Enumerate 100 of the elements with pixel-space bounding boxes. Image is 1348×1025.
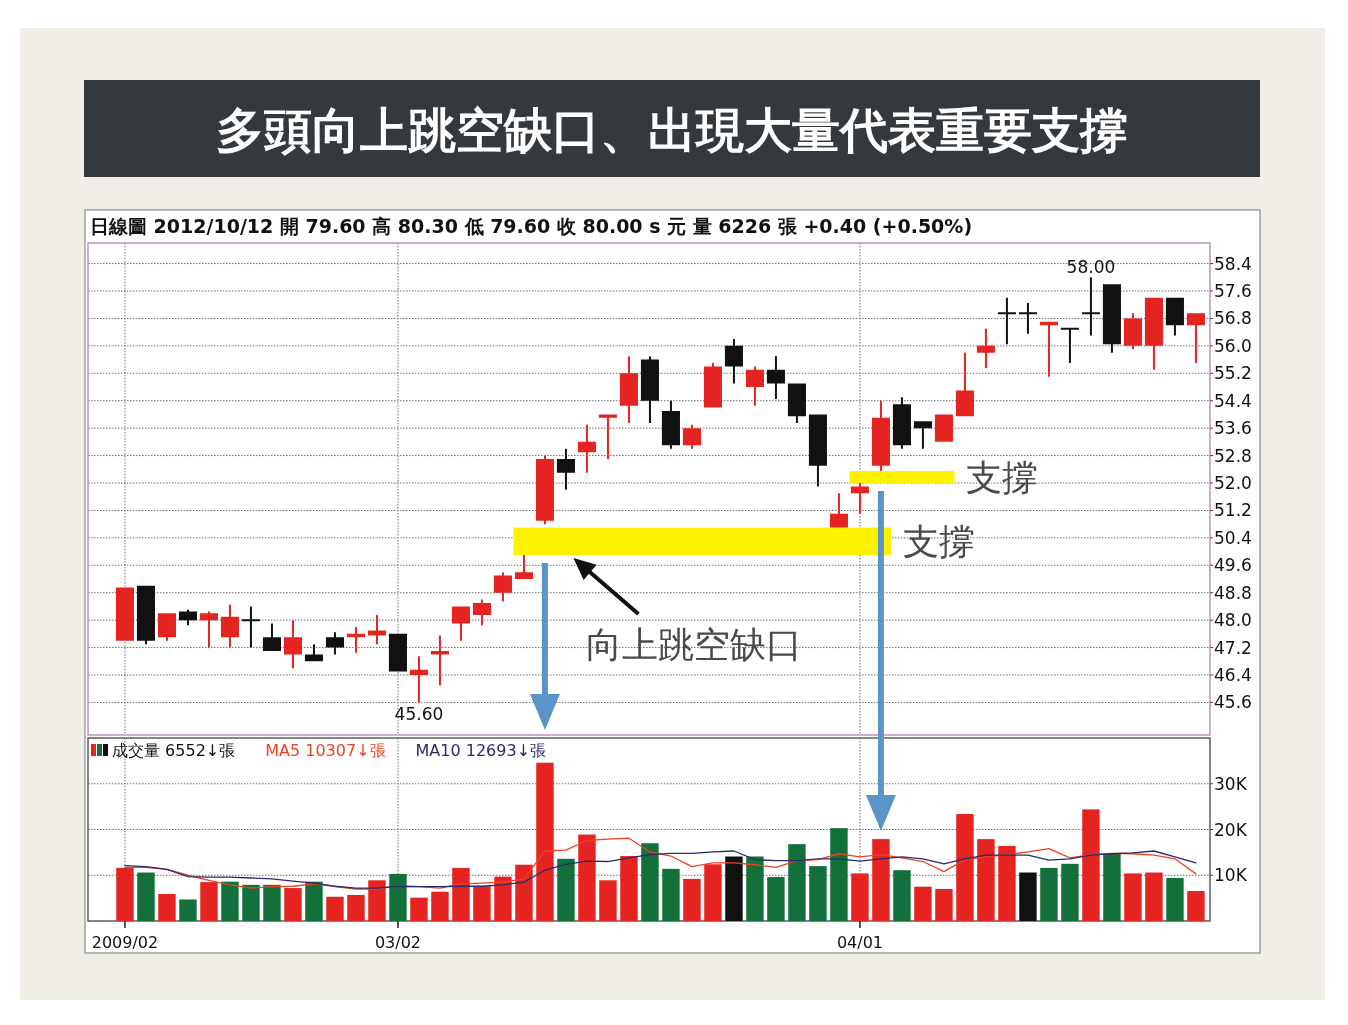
y-tick-label: 53.6 [1214,418,1252,439]
bar [263,884,281,921]
candlestick [1081,277,1100,336]
x-tick-label: 03/02 [374,933,422,952]
legend: 成交量 6552↓張 MA5 10307↓張 MA10 12693↓張 [91,741,547,760]
bar [410,897,428,921]
bar [137,872,155,921]
candlestick [283,620,302,669]
bar [1187,891,1205,921]
y-tick-label: 55.2 [1214,363,1252,384]
bar [641,843,659,921]
candlestick [661,400,680,449]
y-tick-label: 48.8 [1214,582,1252,603]
y-tick-label: 47.2 [1214,637,1252,658]
bar [536,762,554,921]
y-tick-label: 46.4 [1214,665,1252,685]
bar [809,866,827,921]
bar [305,881,323,921]
candlestick [325,632,344,655]
candlestick [1039,321,1058,377]
x-tick-label: 2009/02 [91,933,159,952]
candlestick [913,421,932,449]
bar [494,876,512,921]
bar [830,828,848,921]
candlestick [976,328,995,369]
bar [599,880,617,921]
bar [1103,853,1121,921]
candlestick [619,356,638,423]
bar [347,894,365,921]
x-tick-label: 04/01 [836,933,883,952]
y-tick-label: 58.4 [1214,253,1252,274]
candlestick [514,555,533,579]
y-tick-label: 56.0 [1214,335,1252,356]
y-tick-label: 49.6 [1214,555,1252,576]
line-series [124,850,1197,889]
band-label: 支撐 [966,456,1039,498]
bar [725,856,743,921]
bar [746,856,764,921]
candlestick [1060,327,1079,363]
y-tick-label: 48.0 [1214,610,1252,631]
bar [1040,867,1058,921]
bar [179,899,197,921]
bar [368,880,386,921]
candlestick [430,635,449,686]
bar [473,886,491,921]
candlestick [556,448,575,490]
bar [326,896,344,921]
bar [998,845,1016,921]
annotation: 58.00 [1066,257,1116,278]
bar [977,839,995,921]
bar [116,867,134,921]
candlestick [199,611,218,648]
candlestick [136,585,155,645]
annotation: 向上跳空缺口 [586,624,803,665]
bar [1145,872,1163,921]
candlestick [808,414,827,487]
y-tick-label: 20K [1214,819,1248,840]
candlestick [451,606,470,641]
bar [515,864,533,921]
candlestick [388,633,407,672]
y-tick-label: 56.8 [1214,308,1252,329]
candlestick [577,424,596,473]
y-tick-label: 51.2 [1214,500,1252,521]
candlestick [703,363,722,408]
bar [1019,872,1037,921]
candlestick [850,483,869,514]
candlestick [598,414,617,459]
candlestick [1123,313,1142,350]
y-tick-label: 50.4 [1214,527,1252,548]
candlestick [304,644,323,662]
chart-subtitle: 日線圖 2012/10/12 開 79.60 高 80.30 低 79.60 收 80.00 s 元 量 6226 張 +0.40 (+0.50%) [90,215,973,237]
candlestick [493,572,512,602]
annotation: 45.60 [394,704,444,725]
line-series [124,837,1197,890]
y-tick-label: 54.4 [1214,390,1252,411]
y-tick-label: 57.6 [1214,281,1252,301]
candlestick [892,397,911,449]
candlestick [241,606,260,648]
bar [389,873,407,921]
candlestick [1144,297,1163,370]
bar [662,868,680,921]
candlestick [871,400,890,471]
bar [578,834,596,921]
candlestick [367,615,386,645]
bar [788,844,806,921]
legend-label: 成交量 6552↓張 [112,741,236,760]
bar [767,877,785,921]
bar [893,870,911,921]
bar [620,856,638,921]
candlestick [535,455,554,525]
bar [431,891,449,921]
candlestick [262,623,281,651]
bar [1124,873,1142,921]
candlestick [766,356,785,399]
bar [914,886,932,921]
bar [1166,878,1184,921]
bar [704,864,722,921]
bar [158,894,176,921]
band-label: 支撐 [903,520,976,562]
bar [452,867,470,921]
